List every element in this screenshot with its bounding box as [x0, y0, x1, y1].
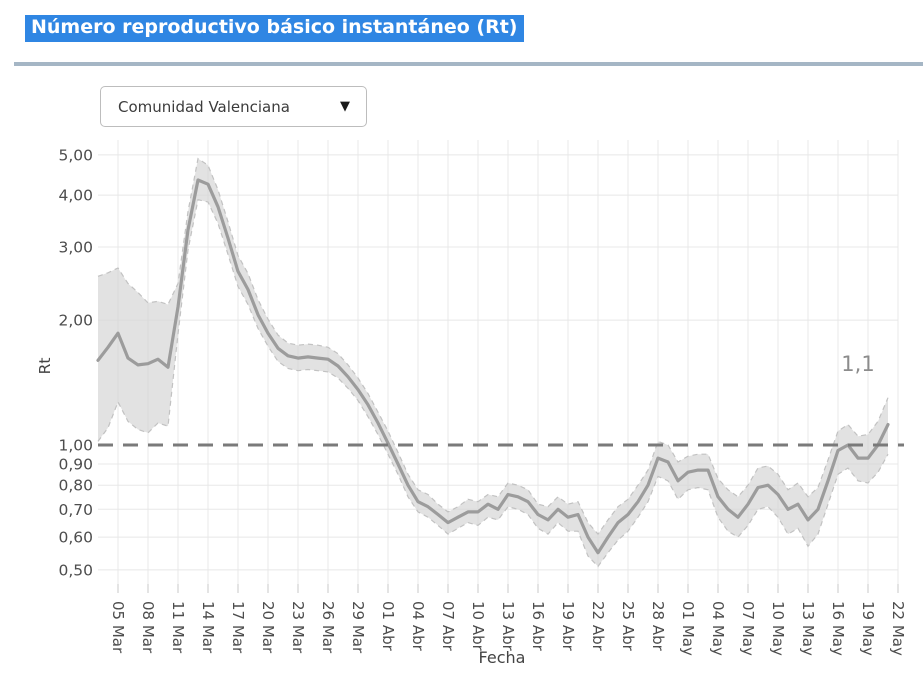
- svg-text:01 Abr: 01 Abr: [379, 601, 397, 652]
- svg-text:20 Mar: 20 Mar: [259, 601, 277, 654]
- region-selector[interactable]: Comunidad Valenciana ▼: [100, 86, 367, 127]
- svg-text:22 May: 22 May: [889, 601, 907, 656]
- svg-text:05 Mar: 05 Mar: [109, 601, 127, 654]
- svg-text:16 May: 16 May: [829, 601, 847, 656]
- svg-text:1,00: 1,00: [58, 437, 93, 455]
- y-tick-labels: 5,00 4,00 3,00 2,00 1,000,90 0,80 0,70 0,60 0,50: [58, 146, 93, 579]
- confidence-band-lower-edge: [97, 198, 889, 568]
- svg-text:22 Abr: 22 Abr: [589, 601, 607, 652]
- svg-text:07 May: 07 May: [739, 601, 757, 656]
- svg-text:14 Mar: 14 Mar: [199, 601, 217, 654]
- svg-text:19 Abr: 19 Abr: [559, 601, 577, 652]
- svg-text:5,00: 5,00: [58, 146, 93, 164]
- svg-text:26 Mar: 26 Mar: [319, 601, 337, 654]
- svg-text:01 May: 01 May: [679, 601, 697, 656]
- x-tick-labels: 05 Mar 08 Mar 11 Mar 14 Mar 17 Mar 20 Mar 23 M…: [109, 601, 907, 656]
- svg-text:07 Abr: 07 Abr: [439, 601, 457, 652]
- page-title-text: Número reproductivo básico instantáneo (…: [25, 15, 524, 42]
- svg-text:29 Mar: 29 Mar: [349, 601, 367, 654]
- svg-text:4,00: 4,00: [58, 187, 93, 205]
- last-value-annotation: 1,1: [841, 352, 874, 376]
- confidence-band: [98, 158, 888, 567]
- svg-text:08 Mar: 08 Mar: [139, 601, 157, 654]
- svg-text:13 Abr: 13 Abr: [499, 601, 517, 652]
- svg-text:17 Mar: 17 Mar: [229, 601, 247, 654]
- header-divider: [14, 62, 923, 66]
- svg-text:19 May: 19 May: [859, 601, 877, 656]
- svg-text:11 Mar: 11 Mar: [169, 601, 187, 654]
- x-gridlines: [117, 140, 899, 593]
- svg-text:04 Abr: 04 Abr: [409, 601, 427, 652]
- confidence-band-upper-edge: [97, 157, 889, 536]
- rt-line: [96, 178, 890, 555]
- svg-text:25 Abr: 25 Abr: [619, 601, 637, 652]
- page-title: Número reproductivo básico instantáneo (…: [25, 15, 524, 42]
- y-axis-title: Rt: [36, 358, 54, 375]
- svg-text:13 May: 13 May: [799, 601, 817, 656]
- svg-text:0,90: 0,90: [58, 456, 93, 474]
- svg-text:10 May: 10 May: [769, 601, 787, 656]
- x-axis-title: Fecha: [479, 648, 526, 667]
- chevron-down-icon: ▼: [340, 99, 350, 114]
- svg-text:16 Abr: 16 Abr: [529, 601, 547, 652]
- svg-text:2,00: 2,00: [58, 312, 93, 330]
- svg-text:0,60: 0,60: [58, 529, 93, 547]
- svg-text:28 Abr: 28 Abr: [649, 601, 667, 652]
- svg-text:0,50: 0,50: [58, 561, 93, 579]
- region-selector-value: Comunidad Valenciana: [118, 97, 290, 116]
- svg-text:23 Mar: 23 Mar: [289, 601, 307, 654]
- svg-text:0,70: 0,70: [58, 501, 93, 519]
- svg-text:0,80: 0,80: [58, 477, 93, 495]
- svg-text:10 Abr: 10 Abr: [469, 601, 487, 652]
- svg-text:04 May: 04 May: [709, 601, 727, 656]
- svg-text:3,00: 3,00: [58, 239, 93, 257]
